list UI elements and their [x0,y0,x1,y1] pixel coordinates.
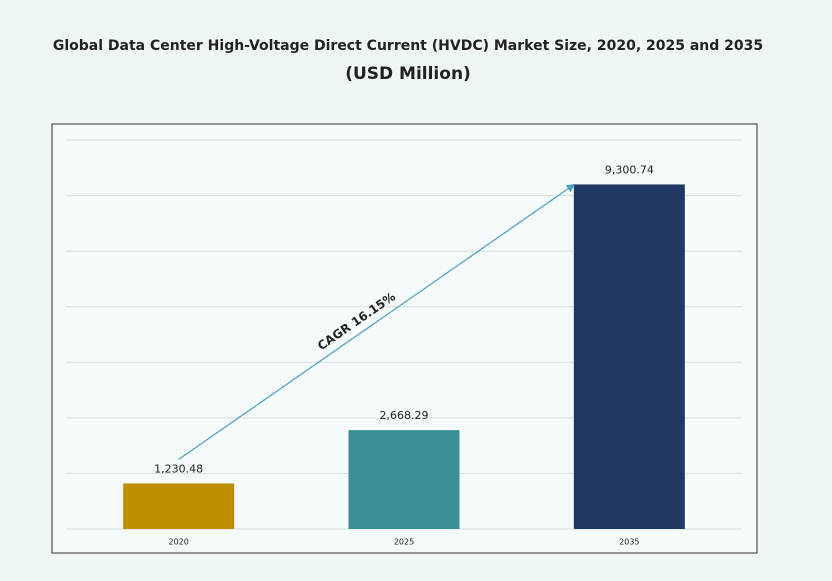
cagr-arrow [178,183,576,460]
bar [573,184,685,529]
bar [348,430,460,529]
bar [123,483,235,529]
x-tick-label: 2035 [619,538,639,547]
x-tick-label: 2025 [394,538,414,547]
value-label: 1,230.48 [154,462,203,475]
x-tick-label: 2020 [168,538,188,547]
value-label: 9,300.74 [605,163,654,176]
value-label: 2,668.29 [380,409,429,422]
chart-title: Global Data Center High-Voltage Direct C… [53,38,763,54]
chart-subtitle: (USD Million) [345,64,471,84]
